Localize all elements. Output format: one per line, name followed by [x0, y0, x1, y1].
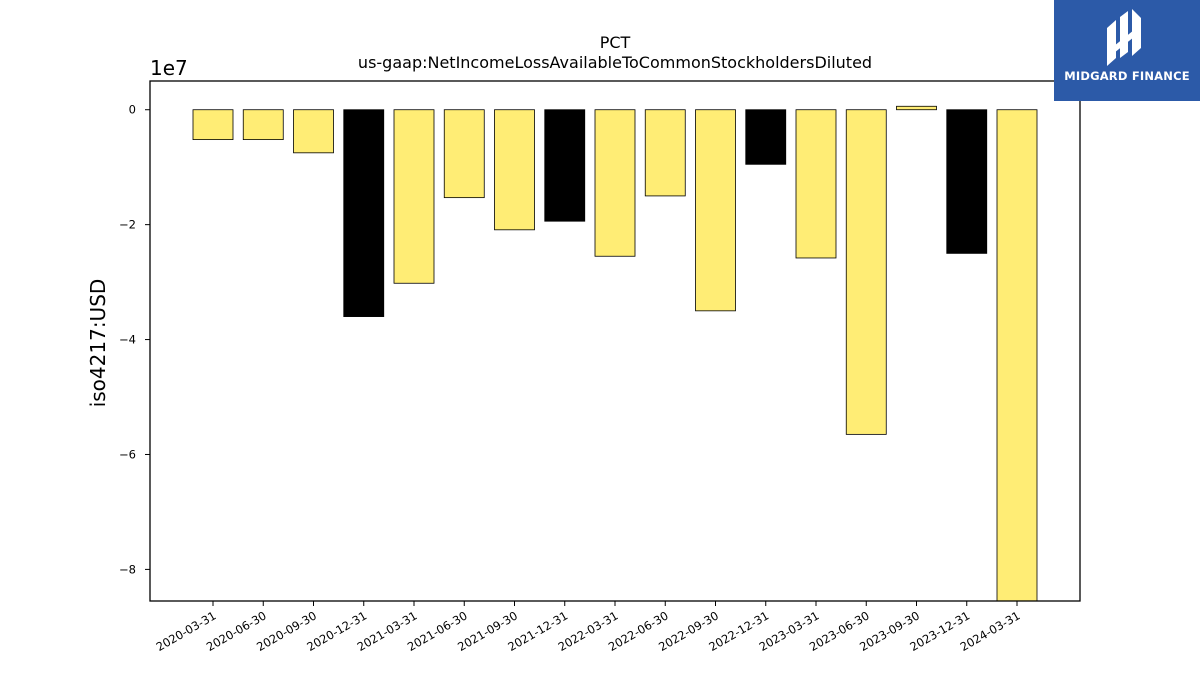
y-tick-label: −6: [119, 447, 136, 461]
bar-2023-12-31: [946, 109, 988, 254]
bar-2023-06-30: [845, 109, 887, 435]
bar-2021-12-31: [544, 109, 586, 222]
bar-2020-09-30: [293, 109, 334, 154]
y-tick-label: −8: [119, 562, 136, 576]
y-tick-label: −4: [119, 333, 136, 347]
plot-frame: [149, 80, 1081, 602]
bar-2023-09-30: [896, 105, 937, 111]
y-tick-label: −2: [119, 218, 136, 232]
y-axis-multiplier: 1e7: [150, 56, 188, 80]
bar-2021-09-30: [494, 109, 535, 231]
bar-2021-06-30: [443, 109, 485, 199]
bar-2022-03-31: [594, 109, 636, 257]
y-tick-label: 0: [129, 103, 136, 117]
midgard-finance-logo: MIDGARD FINANCE: [1054, 0, 1200, 101]
bar-2022-06-30: [644, 109, 686, 197]
bar-2022-12-31: [745, 109, 787, 165]
logo-mark-icon: [1107, 9, 1141, 66]
bar-2020-03-31: [192, 109, 234, 141]
bar-2024-03-31: [996, 109, 1038, 602]
chart-title: PCT: [600, 33, 631, 52]
y-axis-label: iso4217:USD: [86, 279, 110, 408]
chart-subtitle: us-gaap:NetIncomeLossAvailableToCommonSt…: [358, 53, 872, 72]
bar-2023-03-31: [795, 109, 837, 259]
logo-text: MIDGARD FINANCE: [1064, 69, 1190, 83]
bar-2022-09-30: [695, 109, 736, 312]
bar-2020-06-30: [242, 109, 284, 141]
bar-2021-03-31: [393, 109, 435, 284]
bar-2020-12-31: [343, 109, 385, 317]
